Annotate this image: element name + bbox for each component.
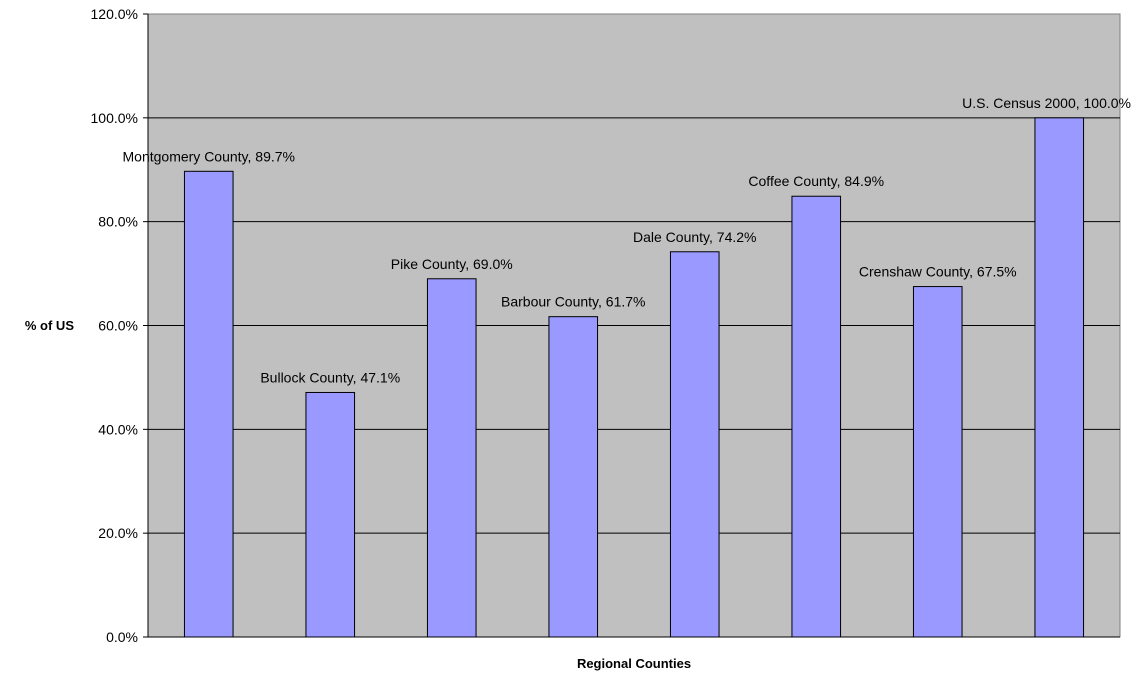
y-tick-label: 100.0% — [91, 110, 138, 126]
data-label: Barbour County, 61.7% — [501, 294, 646, 310]
bar — [791, 195, 842, 638]
y-tick-label: 40.0% — [98, 421, 138, 437]
y-tick-label: 120.0% — [91, 6, 138, 22]
bar — [426, 278, 477, 638]
y-tick-label: 0.0% — [106, 629, 138, 645]
data-label: Pike County, 69.0% — [391, 256, 513, 272]
bars — [183, 117, 1085, 638]
data-label: Bullock County, 47.1% — [260, 369, 400, 385]
data-label: Crenshaw County, 67.5% — [859, 264, 1017, 280]
data-label: Montgomery County, 89.7% — [123, 148, 296, 164]
y-axis-title: % of US — [25, 318, 74, 333]
y-tick-label: 80.0% — [98, 214, 138, 230]
bar — [912, 286, 963, 638]
data-labels: Montgomery County, 89.7% Bullock County, … — [123, 95, 1132, 386]
bar — [183, 170, 234, 638]
data-label: Dale County, 74.2% — [633, 229, 756, 245]
y-tick-label: 60.0% — [98, 318, 138, 334]
data-label: Coffee County, 84.9% — [748, 173, 884, 189]
bar — [305, 391, 356, 638]
y-tick-label: 20.0% — [98, 525, 138, 541]
bar — [548, 316, 599, 638]
data-label: U.S. Census 2000, 100.0% — [962, 95, 1131, 111]
x-axis-title: Regional Counties — [577, 656, 691, 671]
y-axis: 0.0% 20.0% 40.0% 60.0% 80.0% 100.0% 120.0% — [91, 6, 1120, 645]
bar — [1034, 117, 1085, 638]
bar — [669, 251, 720, 638]
